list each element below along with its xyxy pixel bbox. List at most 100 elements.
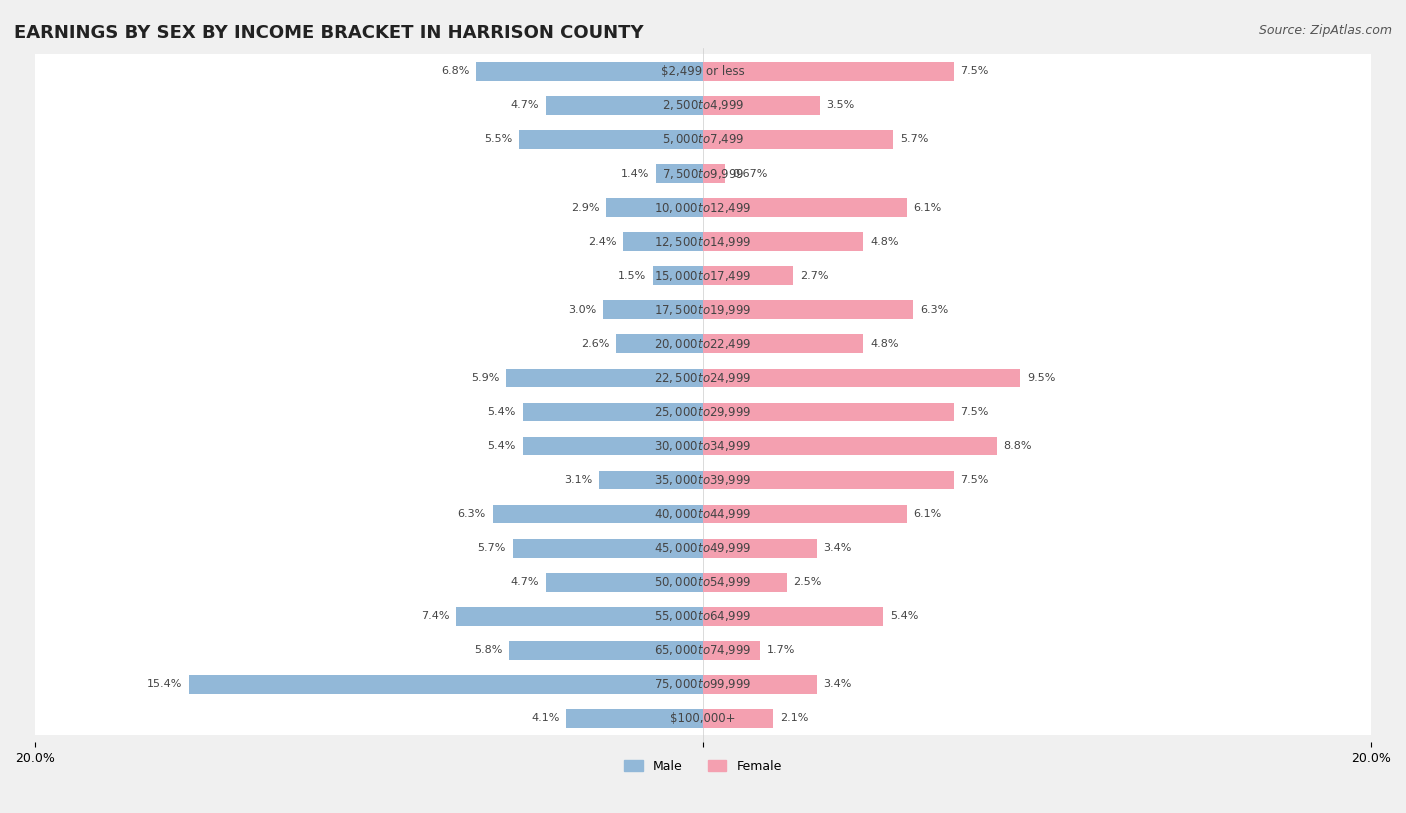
Text: 7.5%: 7.5%	[960, 407, 988, 417]
Bar	[703, 300, 914, 320]
Bar	[35, 633, 1371, 667]
Bar	[703, 198, 907, 217]
Text: $12,500 to $14,999: $12,500 to $14,999	[654, 235, 752, 249]
Text: $25,000 to $29,999: $25,000 to $29,999	[654, 405, 752, 419]
Text: 5.4%: 5.4%	[890, 611, 918, 621]
Bar	[35, 54, 1371, 89]
Text: 15.4%: 15.4%	[146, 680, 181, 689]
Text: $75,000 to $99,999: $75,000 to $99,999	[654, 677, 752, 691]
Bar	[35, 123, 1371, 157]
Bar	[703, 130, 893, 149]
Text: 9.5%: 9.5%	[1026, 373, 1056, 383]
Bar	[703, 709, 773, 728]
Bar	[35, 293, 1371, 327]
Bar	[513, 539, 703, 558]
Bar	[523, 402, 703, 421]
Bar	[623, 233, 703, 251]
Bar	[35, 157, 1371, 190]
Text: 5.7%: 5.7%	[900, 134, 928, 145]
Bar	[703, 368, 1021, 387]
Text: $2,500 to $4,999: $2,500 to $4,999	[662, 98, 744, 112]
Text: 4.7%: 4.7%	[510, 101, 540, 111]
Bar	[492, 505, 703, 524]
Text: $17,500 to $19,999: $17,500 to $19,999	[654, 302, 752, 317]
Text: $45,000 to $49,999: $45,000 to $49,999	[654, 541, 752, 555]
Bar	[703, 471, 953, 489]
Bar	[509, 641, 703, 659]
Text: $2,499 or less: $2,499 or less	[661, 65, 745, 78]
Bar	[35, 190, 1371, 224]
Text: 2.1%: 2.1%	[780, 714, 808, 724]
Text: 5.8%: 5.8%	[474, 646, 502, 655]
Text: 1.5%: 1.5%	[619, 271, 647, 280]
Bar	[703, 334, 863, 353]
Bar	[703, 164, 725, 183]
Bar	[603, 300, 703, 320]
Bar	[652, 267, 703, 285]
Text: $15,000 to $17,499: $15,000 to $17,499	[654, 269, 752, 283]
Text: $35,000 to $39,999: $35,000 to $39,999	[654, 473, 752, 487]
Text: 3.4%: 3.4%	[824, 543, 852, 553]
Text: 7.5%: 7.5%	[960, 475, 988, 485]
Text: 6.1%: 6.1%	[914, 202, 942, 212]
Bar	[35, 259, 1371, 293]
Text: 5.4%: 5.4%	[488, 441, 516, 451]
Text: 7.5%: 7.5%	[960, 67, 988, 76]
Text: 8.8%: 8.8%	[1004, 441, 1032, 451]
Bar	[703, 505, 907, 524]
Bar	[35, 497, 1371, 531]
Text: 6.1%: 6.1%	[914, 509, 942, 520]
Text: 0.67%: 0.67%	[733, 168, 768, 179]
Text: $7,500 to $9,999: $7,500 to $9,999	[662, 167, 744, 180]
Text: Source: ZipAtlas.com: Source: ZipAtlas.com	[1258, 24, 1392, 37]
Text: $5,000 to $7,499: $5,000 to $7,499	[662, 133, 744, 146]
Bar	[35, 361, 1371, 395]
Text: $22,500 to $24,999: $22,500 to $24,999	[654, 371, 752, 385]
Bar	[703, 233, 863, 251]
Text: 7.4%: 7.4%	[420, 611, 449, 621]
Text: $10,000 to $12,499: $10,000 to $12,499	[654, 201, 752, 215]
Text: 2.7%: 2.7%	[800, 271, 828, 280]
Text: $20,000 to $22,499: $20,000 to $22,499	[654, 337, 752, 351]
Bar	[599, 471, 703, 489]
Bar	[35, 702, 1371, 736]
Text: 1.4%: 1.4%	[621, 168, 650, 179]
Bar	[703, 641, 759, 659]
Bar	[456, 607, 703, 626]
Text: 5.9%: 5.9%	[471, 373, 499, 383]
Text: 5.4%: 5.4%	[488, 407, 516, 417]
Text: EARNINGS BY SEX BY INCOME BRACKET IN HARRISON COUNTY: EARNINGS BY SEX BY INCOME BRACKET IN HAR…	[14, 24, 644, 42]
Bar	[703, 62, 953, 80]
Text: 4.1%: 4.1%	[531, 714, 560, 724]
Text: 1.7%: 1.7%	[766, 646, 794, 655]
Bar	[35, 429, 1371, 463]
Bar	[616, 334, 703, 353]
Bar	[35, 89, 1371, 123]
Bar	[523, 437, 703, 455]
Text: $65,000 to $74,999: $65,000 to $74,999	[654, 643, 752, 658]
Bar	[506, 368, 703, 387]
Bar	[35, 531, 1371, 565]
Text: $55,000 to $64,999: $55,000 to $64,999	[654, 609, 752, 624]
Text: 3.1%: 3.1%	[565, 475, 593, 485]
Text: 3.0%: 3.0%	[568, 305, 596, 315]
Text: 2.9%: 2.9%	[571, 202, 599, 212]
Bar	[657, 164, 703, 183]
Bar	[703, 437, 997, 455]
Text: 3.5%: 3.5%	[827, 101, 855, 111]
Text: 4.8%: 4.8%	[870, 237, 898, 246]
Bar	[35, 463, 1371, 497]
Bar	[546, 96, 703, 115]
Bar	[606, 198, 703, 217]
Text: $40,000 to $44,999: $40,000 to $44,999	[654, 507, 752, 521]
Bar	[35, 599, 1371, 633]
Bar	[546, 573, 703, 592]
Legend: Male, Female: Male, Female	[619, 754, 787, 778]
Bar	[35, 565, 1371, 599]
Bar	[567, 709, 703, 728]
Text: 5.5%: 5.5%	[484, 134, 513, 145]
Bar	[703, 573, 786, 592]
Bar	[35, 667, 1371, 702]
Bar	[703, 607, 883, 626]
Bar	[188, 675, 703, 693]
